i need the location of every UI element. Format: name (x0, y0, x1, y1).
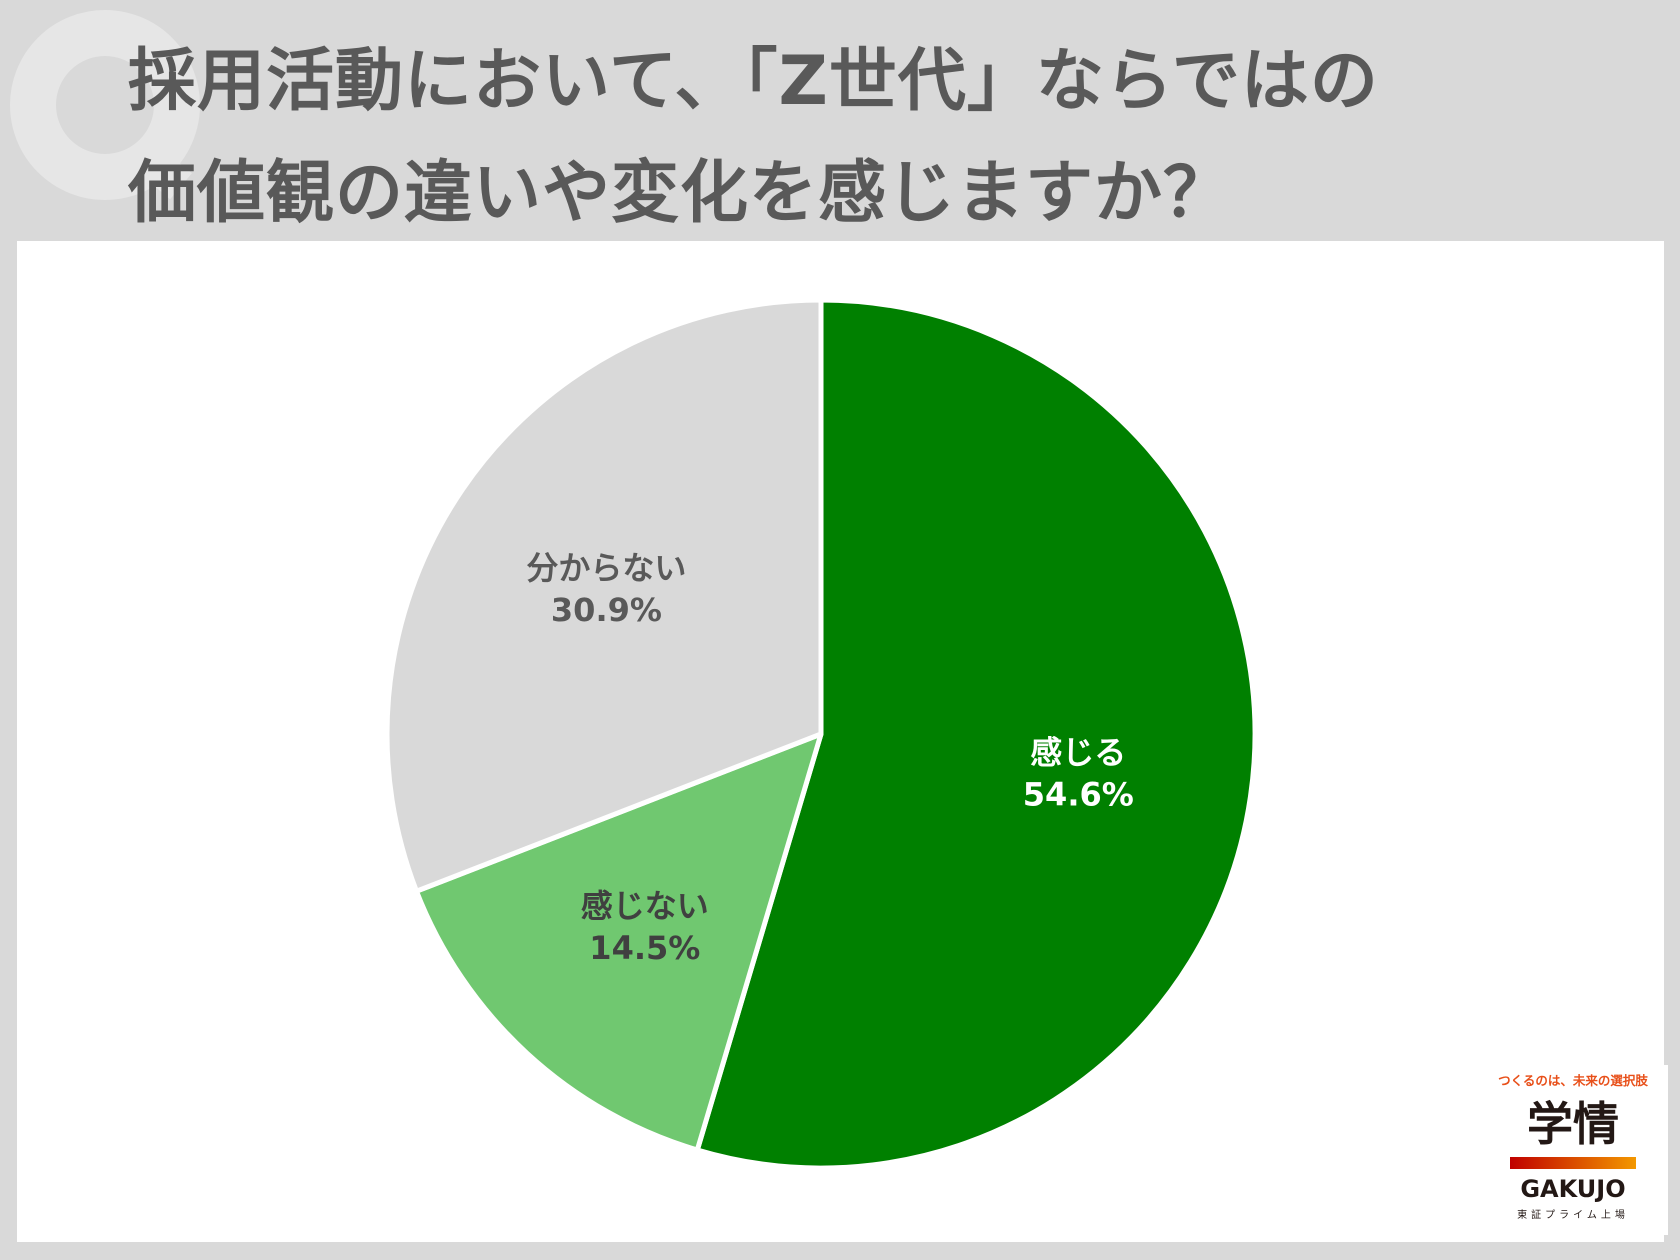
pie-slice-3-label: 分からない (526, 549, 686, 587)
question-title-line-1: 採用活動において、「Z世代」ならではの (128, 42, 1379, 121)
logo-gradient-bar (1510, 1157, 1636, 1169)
pie-slice-1-label: 感じる (1030, 733, 1126, 771)
question-title-line-2: 価値観の違いや変化を感じますか？ (128, 154, 1233, 233)
logo-tagline: つくるのは、未来の選択肢 (1498, 1073, 1648, 1088)
logo-name-en: GAKUJO (1520, 1175, 1625, 1203)
pie-slice-2-label: 感じない (581, 887, 709, 925)
gakujo-logo-mark: つくるのは、未来の選択肢 学情 GAKUJO 東証プライム上場 (1498, 1073, 1648, 1221)
pie-slice-1-value: 54.6% (1023, 775, 1134, 813)
pie-slice-3 (384, 297, 824, 894)
pie-slice-2 (413, 731, 824, 1153)
gakujo-logo: つくるのは、未来の選択肢 学情 GAKUJO 東証プライム上場 (1478, 1065, 1668, 1235)
pie-slice-1 (694, 297, 1258, 1171)
logo-name-jp: 学情 (1527, 1097, 1619, 1151)
chart-panel: 感じる 54.6% 感じない 14.5% 分からない 30.9% (17, 241, 1664, 1242)
logo-listing: 東証プライム上場 (1517, 1208, 1629, 1221)
pie-chart: 感じる 54.6% 感じない 14.5% 分からない 30.9% (384, 297, 1258, 1171)
pie-slice-2-value: 14.5% (589, 929, 700, 967)
question-title: 採用活動において、「Z世代」ならではの 価値観の違いや変化を感じますか？ (128, 26, 1628, 250)
pie-slice-3-value: 30.9% (551, 591, 662, 629)
